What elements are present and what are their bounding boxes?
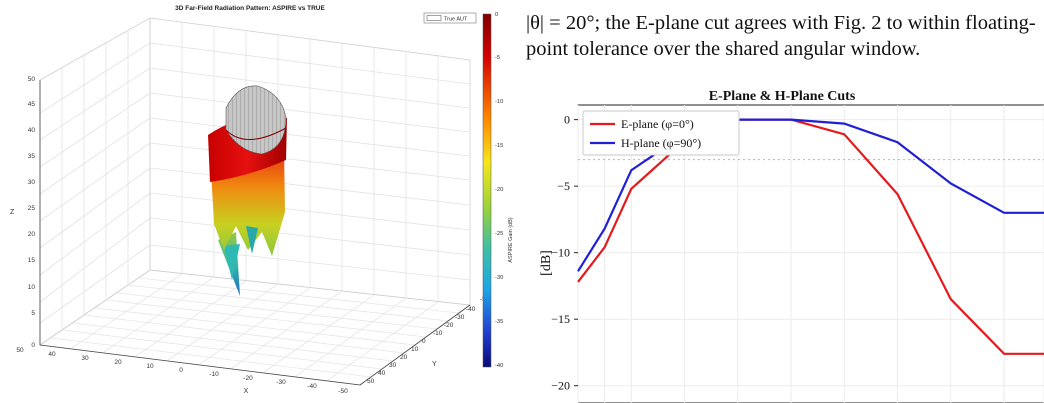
y-ticks: 0 −5 −10 −15 −20 [551, 113, 578, 393]
y-tick: 40 [378, 370, 386, 377]
x-tick: -20 [243, 375, 253, 382]
colorbar-tick: -10 [495, 99, 503, 105]
y-tick-label: −10 [551, 246, 570, 260]
paragraph-line-1: |θ| = 20°; the E-plane cut agrees with F… [526, 12, 1036, 34]
series-line-h-plane [577, 118, 1044, 272]
figure-3d-radiation-pattern: 0 5 10 15 20 25 30 35 40 45 50 Z 50 40 3… [10, 5, 514, 395]
z-tick: 30 [28, 179, 36, 186]
x-tick: 30 [81, 355, 89, 362]
y-tick: -20 [444, 322, 454, 329]
colorbar-tick: -35 [495, 319, 503, 325]
z-tick: 45 [28, 101, 36, 108]
chart-title: E-Plane & H-Plane Cuts [709, 89, 856, 104]
z-tick: 10 [28, 284, 36, 291]
z-tick: 5 [31, 310, 35, 317]
figure-cut-chart: E-Plane & H-Plane Cuts 0 −5 −10 −15 −20 [dB]… [539, 89, 1044, 403]
x-tick: -30 [276, 379, 286, 386]
y-tick: 30 [389, 362, 397, 369]
colorbar-tick: -20 [495, 187, 503, 193]
y-tick: -10 [433, 330, 443, 337]
legend-label-e: E-plane (φ=0°) [621, 117, 694, 131]
x-axis-label: X [244, 388, 249, 395]
colorbar-tick: -5 [495, 55, 500, 61]
colorbar-label: ASPIRE Gain (dB) [508, 217, 514, 262]
colorbar-tick: -30 [495, 275, 503, 281]
surface-gray-mesh [225, 85, 287, 155]
surface-teal-patch [246, 226, 258, 254]
figure-3d-title: 3D Far-Field Radiation Pattern: ASPIRE v… [175, 5, 325, 12]
radiation-surface [208, 85, 287, 296]
y-tick: -40 [466, 306, 476, 313]
x-tick: -10 [209, 371, 219, 378]
z-tick: 50 [28, 76, 36, 83]
y-axis-ticks: -5 -40 -30 -20 -10 0 10 20 30 40 50 [367, 296, 486, 385]
z-axis-ticks: 0 5 10 15 20 25 30 35 40 45 50 [28, 76, 36, 349]
colorbar-tick: -25 [495, 231, 503, 237]
x-tick: -40 [307, 383, 317, 390]
y-tick-label: 0 [564, 113, 570, 127]
y-axis-label: [dB] [539, 250, 554, 276]
x-tick: 40 [48, 351, 56, 358]
figure-3d-legend: True AUT [423, 12, 477, 24]
legend-label: True AUT [444, 17, 468, 23]
y-tick: 10 [411, 346, 419, 353]
x-tick: 0 [179, 367, 183, 374]
y-tick: 20 [400, 354, 408, 361]
y-tick-label: −20 [551, 379, 570, 393]
z-tick: 0 [31, 342, 35, 349]
x-tick: 20 [114, 359, 122, 366]
z-tick: 20 [28, 231, 36, 238]
paragraph: |θ| = 20°; the E-plane cut agrees with F… [526, 10, 1038, 62]
colorbar-tick: -40 [495, 363, 503, 369]
axes-lines [39, 80, 471, 386]
y-tick: 0 [422, 338, 426, 345]
colorbar-tick: -15 [495, 143, 503, 149]
y-tick-label: −5 [557, 179, 570, 193]
z-tick: 25 [28, 205, 36, 212]
x-tick: -50 [338, 388, 348, 395]
paragraph-line-2: point tolerance over the shared angular … [526, 38, 921, 60]
x-tick: 10 [146, 363, 154, 370]
surface-spike-2 [224, 244, 240, 280]
chart-legend: E-plane (φ=0°) H-plane (φ=90°) [582, 110, 740, 156]
y-tick: -30 [455, 314, 465, 321]
legend-label-h: H-plane (φ=90°) [621, 136, 701, 150]
z-tick: 35 [28, 153, 36, 160]
x-tick: 50 [16, 347, 24, 354]
z-tick: 15 [28, 257, 36, 264]
z-axis-label: Z [10, 209, 15, 216]
y-tick-label: −15 [551, 312, 570, 326]
colorbar-top-tick: 0 [495, 12, 498, 18]
colorbar: 0 -5 -10 -15 -20 -25 -30 -35 -40 ASPIRE … [482, 12, 514, 369]
z-tick: 40 [28, 127, 36, 134]
y-axis-label: Y [432, 361, 437, 368]
y-tick: 50 [367, 378, 375, 385]
floor-grid [38, 269, 472, 386]
x-axis-ticks: 50 40 30 20 10 0 -10 -20 -30 -40 -50 [16, 347, 348, 395]
